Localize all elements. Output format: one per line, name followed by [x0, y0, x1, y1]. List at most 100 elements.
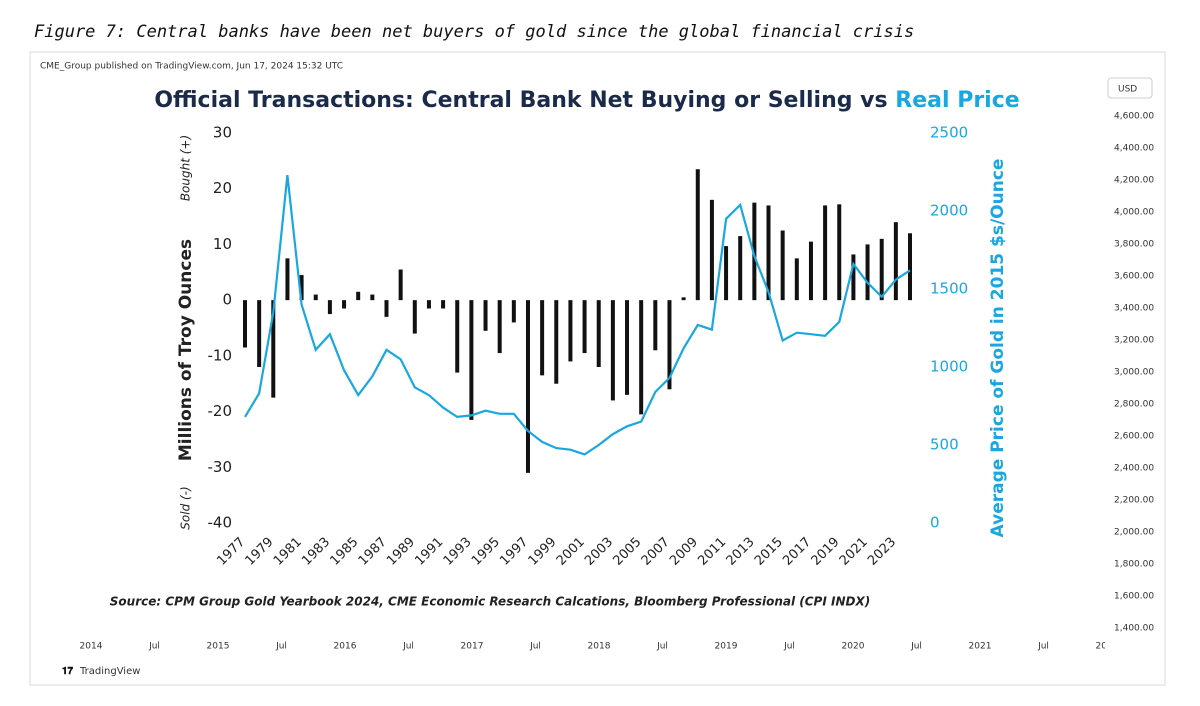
- bar: [483, 300, 488, 331]
- time-tick-label: Jul: [148, 642, 160, 652]
- price-tick-label: 4,400.00: [1114, 144, 1154, 154]
- bar: [823, 205, 828, 301]
- y-tick-label: -30: [208, 458, 233, 476]
- bar: [398, 269, 403, 301]
- time-tick-label: 2016: [334, 642, 357, 652]
- price-tick-label: 2,400.00: [1114, 464, 1154, 474]
- bar: [709, 199, 714, 301]
- y-tick-label: -40: [208, 514, 233, 532]
- bar: [327, 300, 332, 315]
- time-axis: 2014 Jul 2015 Jul 2016 Jul 2017 Jul 2018 Jul 2019 J…: [80, 642, 1105, 652]
- time-tick-label: Jul: [910, 642, 922, 652]
- time-tick-label: Jul: [656, 642, 668, 652]
- bar: [908, 233, 912, 301]
- price-tick-label: 3,400.00: [1114, 304, 1154, 314]
- bar: [384, 300, 389, 317]
- y2-tick-label: 2500: [930, 124, 968, 142]
- chart-title: Official Transactions: Central Bank Net …: [154, 88, 1019, 113]
- bar: [313, 294, 318, 301]
- time-tick-label: 2018: [588, 642, 611, 652]
- bar: [610, 300, 615, 401]
- price-line: [244, 174, 911, 456]
- bar: [511, 300, 516, 323]
- frame: [29, 51, 1166, 686]
- y-tick-label: 30: [213, 124, 232, 142]
- bar: [780, 230, 785, 301]
- brand: TradingView: [79, 666, 140, 677]
- y2-tick-label: 500: [930, 436, 959, 454]
- price-tick-label: 4,200.00: [1114, 176, 1154, 186]
- bar: [738, 236, 743, 301]
- bar: [441, 300, 446, 309]
- figure-caption: Figure 7: Central banks have been net bu…: [34, 22, 914, 42]
- time-tick-label: 2015: [207, 642, 230, 652]
- time-tick-label: 2021: [969, 642, 992, 652]
- bar: [370, 294, 375, 301]
- bar: [285, 258, 290, 301]
- time-tick-label: 2019: [715, 642, 738, 652]
- time-tick-label: Jul: [529, 642, 541, 652]
- bar: [497, 300, 502, 354]
- bar: [412, 300, 417, 334]
- price-tick-label: 1,800.00: [1114, 560, 1154, 570]
- time-tick-label: 2017: [461, 642, 484, 652]
- bar: [865, 244, 870, 301]
- bar: [752, 202, 757, 301]
- bar: [568, 300, 573, 362]
- y-tick-label: -10: [208, 346, 233, 364]
- y2-tick-label: 1000: [930, 358, 968, 376]
- price-tick-label: 2,200.00: [1114, 496, 1154, 506]
- bar: [695, 169, 700, 301]
- bar: [893, 222, 898, 301]
- bar: [625, 300, 630, 395]
- bar: [582, 300, 587, 354]
- bar: [243, 300, 247, 348]
- price-tick-label: 3,800.00: [1114, 240, 1154, 250]
- bar: [554, 300, 559, 384]
- y-tick-label: 20: [213, 179, 232, 197]
- price-tick-label: 1,600.00: [1114, 592, 1154, 602]
- price-unit: USD: [1118, 85, 1137, 95]
- title-main: Official Transactions: Central Bank Net …: [154, 88, 887, 113]
- y2-tick-label: 2000: [930, 202, 968, 220]
- price-tick-label: 3,200.00: [1114, 336, 1154, 346]
- bar: [455, 300, 460, 373]
- price-tick-label: 4,000.00: [1114, 208, 1154, 218]
- price-tick-label: 2,800.00: [1114, 400, 1154, 410]
- bar: [342, 300, 347, 309]
- published-note: CME_Group published on TradingView.com, …: [40, 62, 343, 72]
- time-tick-label: 2014: [80, 642, 103, 652]
- y2-axis-label: Average Price of Gold in 2015 $s/Ounce: [988, 159, 1008, 538]
- bar: [653, 300, 658, 351]
- bar: [837, 204, 842, 301]
- bar: [851, 254, 856, 301]
- y-tick-label: 0: [222, 291, 232, 309]
- title-highlight: Real Price: [895, 88, 1019, 113]
- price-tick-label: 1,400.00: [1114, 624, 1154, 634]
- price-tick-label: 4,600.00: [1114, 112, 1154, 122]
- y-bottom-note: Sold (-): [179, 486, 193, 529]
- y-tick-label: -20: [208, 402, 233, 420]
- time-tick-label: 2020: [842, 642, 865, 652]
- bar: [724, 246, 729, 301]
- bar: [766, 205, 771, 301]
- bar: [271, 300, 276, 398]
- y-axis-label: Millions of Troy Ounces: [176, 239, 196, 461]
- price-tick-label: 3,600.00: [1114, 272, 1154, 282]
- unit-box: [1107, 77, 1153, 99]
- bar: [426, 300, 431, 309]
- time-tick-label: Jul: [783, 642, 795, 652]
- time-tick-label: Jul: [275, 642, 287, 652]
- y-top-note: Bought (+): [179, 135, 193, 201]
- y2-tick-label: 0: [930, 514, 940, 532]
- time-tick-label: Jul: [1037, 642, 1049, 652]
- bar: [469, 300, 474, 420]
- bar: [808, 241, 813, 301]
- bar: [299, 275, 304, 301]
- bar: [525, 300, 530, 473]
- price-tick-label: 2,600.00: [1114, 432, 1154, 442]
- bar: [667, 300, 672, 390]
- bar: [681, 297, 686, 301]
- bar: [596, 300, 601, 367]
